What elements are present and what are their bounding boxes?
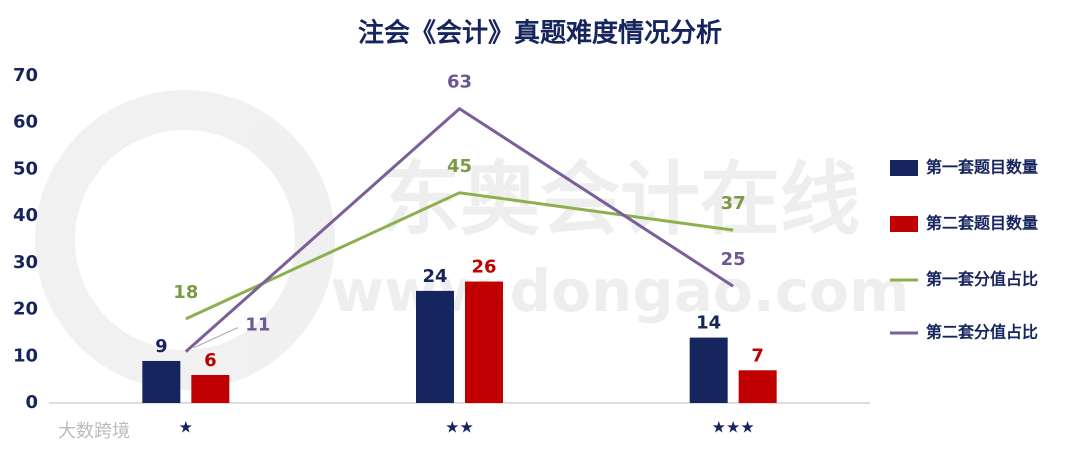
y-tick-label: 10 <box>13 345 38 366</box>
bar <box>689 337 728 403</box>
legend-label: 第二套分值占比 <box>926 323 1038 342</box>
y-tick-label: 70 <box>13 65 38 86</box>
line <box>185 191 734 321</box>
bar <box>416 290 454 403</box>
bar <box>191 374 230 403</box>
y-tick-label: 0 <box>25 392 38 413</box>
y-tick-label: 30 <box>13 252 38 273</box>
data-label: 14 <box>696 313 721 334</box>
watermark-text: 东奥会计在线 <box>380 153 860 246</box>
y-tick-label: 40 <box>13 205 38 226</box>
bar <box>738 370 777 403</box>
legend-label: 第二套题目数量 <box>926 214 1038 233</box>
data-label: 63 <box>447 72 472 93</box>
data-label: 25 <box>721 249 746 270</box>
watermark-logo <box>35 90 335 390</box>
x-tick-label: ★ <box>179 418 193 437</box>
data-label: 9 <box>155 336 168 357</box>
leader-line <box>193 327 239 349</box>
data-label: 18 <box>173 282 198 303</box>
chart-title: 注会《会计》真题难度情况分析 <box>358 18 722 49</box>
y-tick-label: 50 <box>13 158 38 179</box>
line <box>184 106 734 353</box>
watermark-text: 大数跨境 <box>58 421 130 442</box>
legend-swatch <box>890 160 918 176</box>
data-label: 45 <box>447 156 472 177</box>
y-tick-label: 20 <box>13 299 38 320</box>
data-label: 24 <box>422 266 447 287</box>
legend-label: 第一套题目数量 <box>926 158 1038 177</box>
y-tick-label: 60 <box>13 112 38 133</box>
bar <box>142 360 181 403</box>
legend-label: 第一套分值占比 <box>926 270 1038 289</box>
data-label: 7 <box>751 345 764 366</box>
legend-swatch <box>890 216 918 232</box>
data-label: 37 <box>721 193 746 214</box>
data-label: 26 <box>471 257 496 278</box>
bar <box>465 281 503 403</box>
data-label: 6 <box>204 350 217 371</box>
x-tick-label: ★★ <box>445 418 474 437</box>
x-tick-label: ★★★ <box>712 418 755 437</box>
data-label: 11 <box>245 315 270 336</box>
